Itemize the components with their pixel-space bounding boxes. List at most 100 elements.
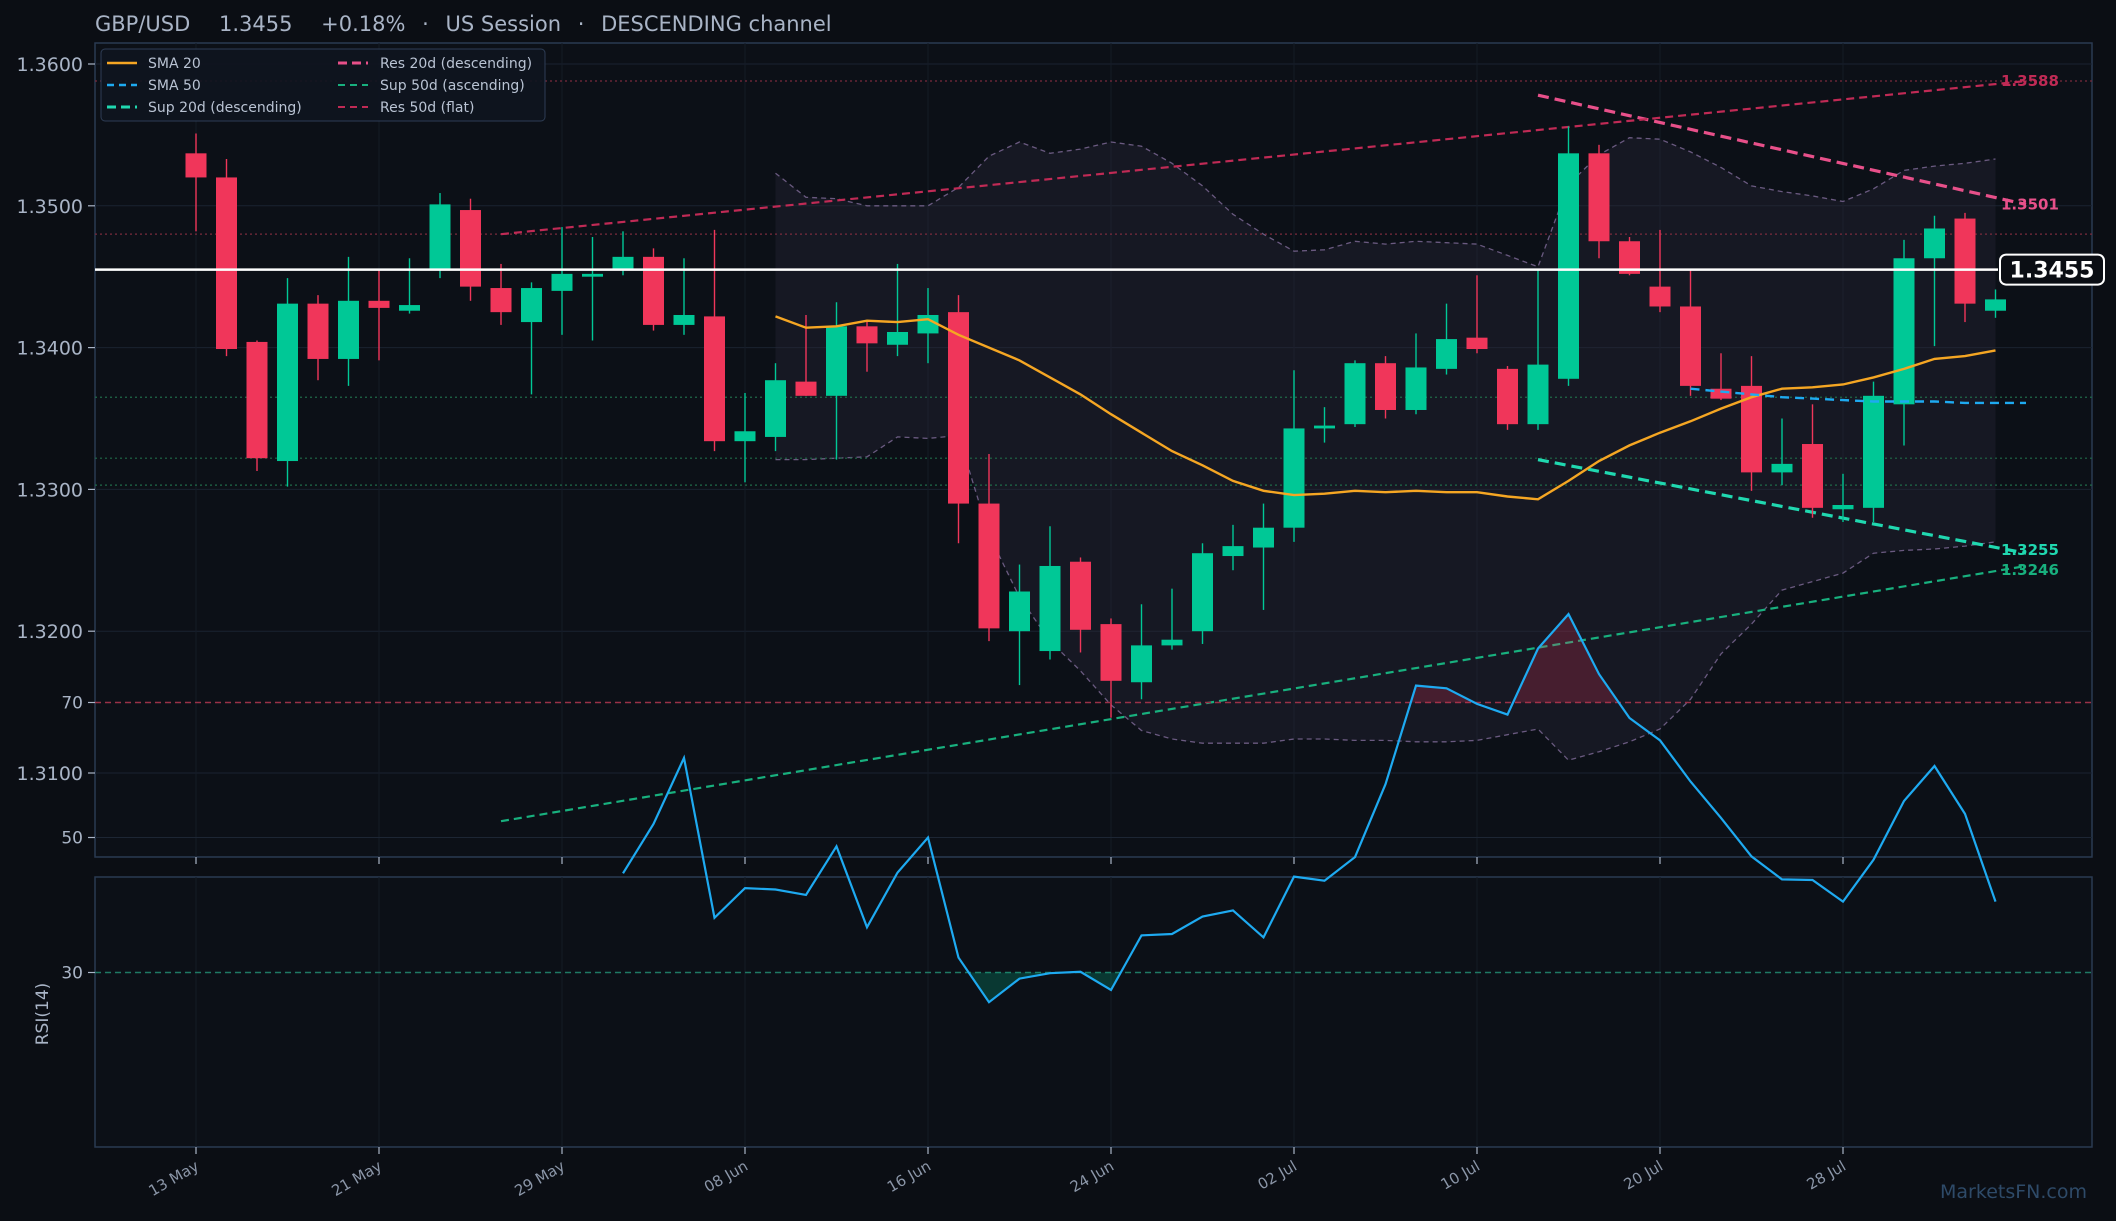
candle bbox=[1497, 366, 1518, 430]
header-sep-2: · bbox=[578, 12, 585, 36]
legend-box bbox=[100, 48, 546, 122]
candle-body bbox=[1863, 395, 1884, 508]
candle bbox=[1527, 269, 1549, 430]
candle bbox=[1253, 503, 1274, 610]
candle-body bbox=[1192, 553, 1213, 632]
candle bbox=[460, 198, 481, 301]
price-tick-label: 1.3200 bbox=[17, 621, 83, 643]
candle-body bbox=[978, 503, 1000, 629]
sma20-line bbox=[775, 315, 1996, 501]
candle-body bbox=[1405, 367, 1427, 410]
bollinger-upper-line bbox=[775, 137, 1996, 268]
candle bbox=[1375, 356, 1396, 419]
candle-body bbox=[1588, 153, 1610, 242]
candle bbox=[1436, 303, 1457, 375]
candle bbox=[1924, 215, 1945, 347]
price-tick-label: 1.3400 bbox=[17, 338, 83, 360]
candle-body bbox=[551, 273, 573, 291]
candle-body bbox=[1832, 504, 1854, 510]
rsi-overbought-fill bbox=[1410, 614, 1619, 703]
candle-body bbox=[582, 273, 603, 277]
legend-label-res50: Res 50d (flat) bbox=[380, 100, 474, 116]
candle bbox=[429, 193, 451, 279]
candle-body bbox=[1436, 339, 1457, 369]
header-sep-1: · bbox=[422, 12, 429, 36]
candle-body bbox=[1985, 299, 2006, 311]
candle bbox=[582, 236, 603, 341]
price-grid bbox=[95, 43, 2092, 857]
candle-body bbox=[307, 303, 329, 359]
candle-body bbox=[246, 341, 268, 459]
candle-body bbox=[1039, 565, 1061, 652]
rsi-grid bbox=[95, 701, 2092, 1147]
candle-body bbox=[338, 300, 359, 359]
legend-label-sup20: Sup 20d (descending) bbox=[148, 100, 302, 116]
candle-body bbox=[1344, 363, 1366, 425]
candle-body bbox=[1375, 363, 1396, 410]
rsi-ylabel: RSI(14) bbox=[33, 983, 53, 1046]
rsi-panel-frame bbox=[94, 876, 2093, 1148]
candle bbox=[1954, 212, 1976, 323]
legend-label-sma20: SMA 20 bbox=[148, 56, 201, 72]
level-labels: 1.3501 1.3255 1.3246 1.3588 bbox=[2001, 72, 2059, 579]
candle bbox=[185, 133, 207, 232]
header-change: +0.18% bbox=[321, 12, 405, 36]
candle-body bbox=[429, 204, 451, 270]
level-label: 1.3588 bbox=[2001, 72, 2059, 90]
candle bbox=[1222, 524, 1244, 571]
header-price: 1.3455 bbox=[219, 12, 292, 36]
current-price-tag: 1.3455 bbox=[1999, 253, 2105, 286]
candle bbox=[1405, 333, 1427, 415]
candle-body bbox=[765, 380, 786, 437]
candle bbox=[765, 363, 786, 452]
candle bbox=[1192, 543, 1213, 644]
candle bbox=[1832, 473, 1854, 523]
candle-body bbox=[734, 431, 756, 442]
price-tick-label: 1.3300 bbox=[17, 479, 83, 501]
candle-body bbox=[1466, 337, 1488, 350]
res20d-line bbox=[1537, 93, 2027, 206]
candle bbox=[1771, 418, 1793, 486]
candle-body bbox=[490, 288, 512, 313]
chart-header: GBP/USD 1.3455 +0.18% · US Session · DES… bbox=[95, 12, 832, 36]
candle bbox=[1131, 604, 1152, 700]
price-tick-label: 1.3100 bbox=[17, 763, 83, 785]
candle-body bbox=[1314, 425, 1335, 429]
candle-body bbox=[1893, 258, 1915, 405]
rsi-tick-label: 50 bbox=[61, 829, 83, 849]
candle bbox=[1039, 526, 1061, 660]
legend-label-sup50: Sup 50d (ascending) bbox=[380, 78, 525, 94]
rsi-tick-label: 70 bbox=[61, 694, 83, 714]
candle bbox=[1802, 404, 1823, 518]
candle bbox=[1649, 229, 1671, 313]
bollinger-lower-line bbox=[775, 434, 1996, 761]
price-axis-x-ticks bbox=[195, 857, 1844, 864]
candle bbox=[826, 302, 847, 460]
candle bbox=[734, 392, 756, 483]
candle-body bbox=[1619, 241, 1640, 274]
candle-body bbox=[1710, 388, 1732, 399]
candle bbox=[1558, 126, 1579, 386]
candle bbox=[1466, 275, 1488, 354]
candles bbox=[185, 126, 2006, 718]
candle-body bbox=[1680, 306, 1701, 386]
candle bbox=[1741, 356, 1762, 491]
sup20d-line bbox=[1537, 458, 2027, 555]
candle-body bbox=[1222, 546, 1244, 557]
candle-body bbox=[521, 288, 542, 323]
sup50d-line bbox=[500, 564, 2027, 823]
candle-body bbox=[1649, 286, 1671, 307]
header-symbol: GBP/USD bbox=[95, 12, 190, 36]
candle bbox=[704, 229, 725, 452]
rsi-oversold-fill bbox=[968, 972, 1121, 1003]
candle bbox=[399, 258, 420, 314]
price-tick-label: 1.3600 bbox=[17, 54, 83, 76]
candle-body bbox=[277, 303, 298, 462]
candle-body bbox=[185, 153, 207, 178]
candle-body bbox=[1527, 364, 1549, 425]
rsi-axis-ticks: 30 50 70 bbox=[61, 694, 95, 984]
candle bbox=[1588, 144, 1610, 259]
candle bbox=[277, 278, 298, 487]
candle bbox=[1863, 381, 1884, 523]
